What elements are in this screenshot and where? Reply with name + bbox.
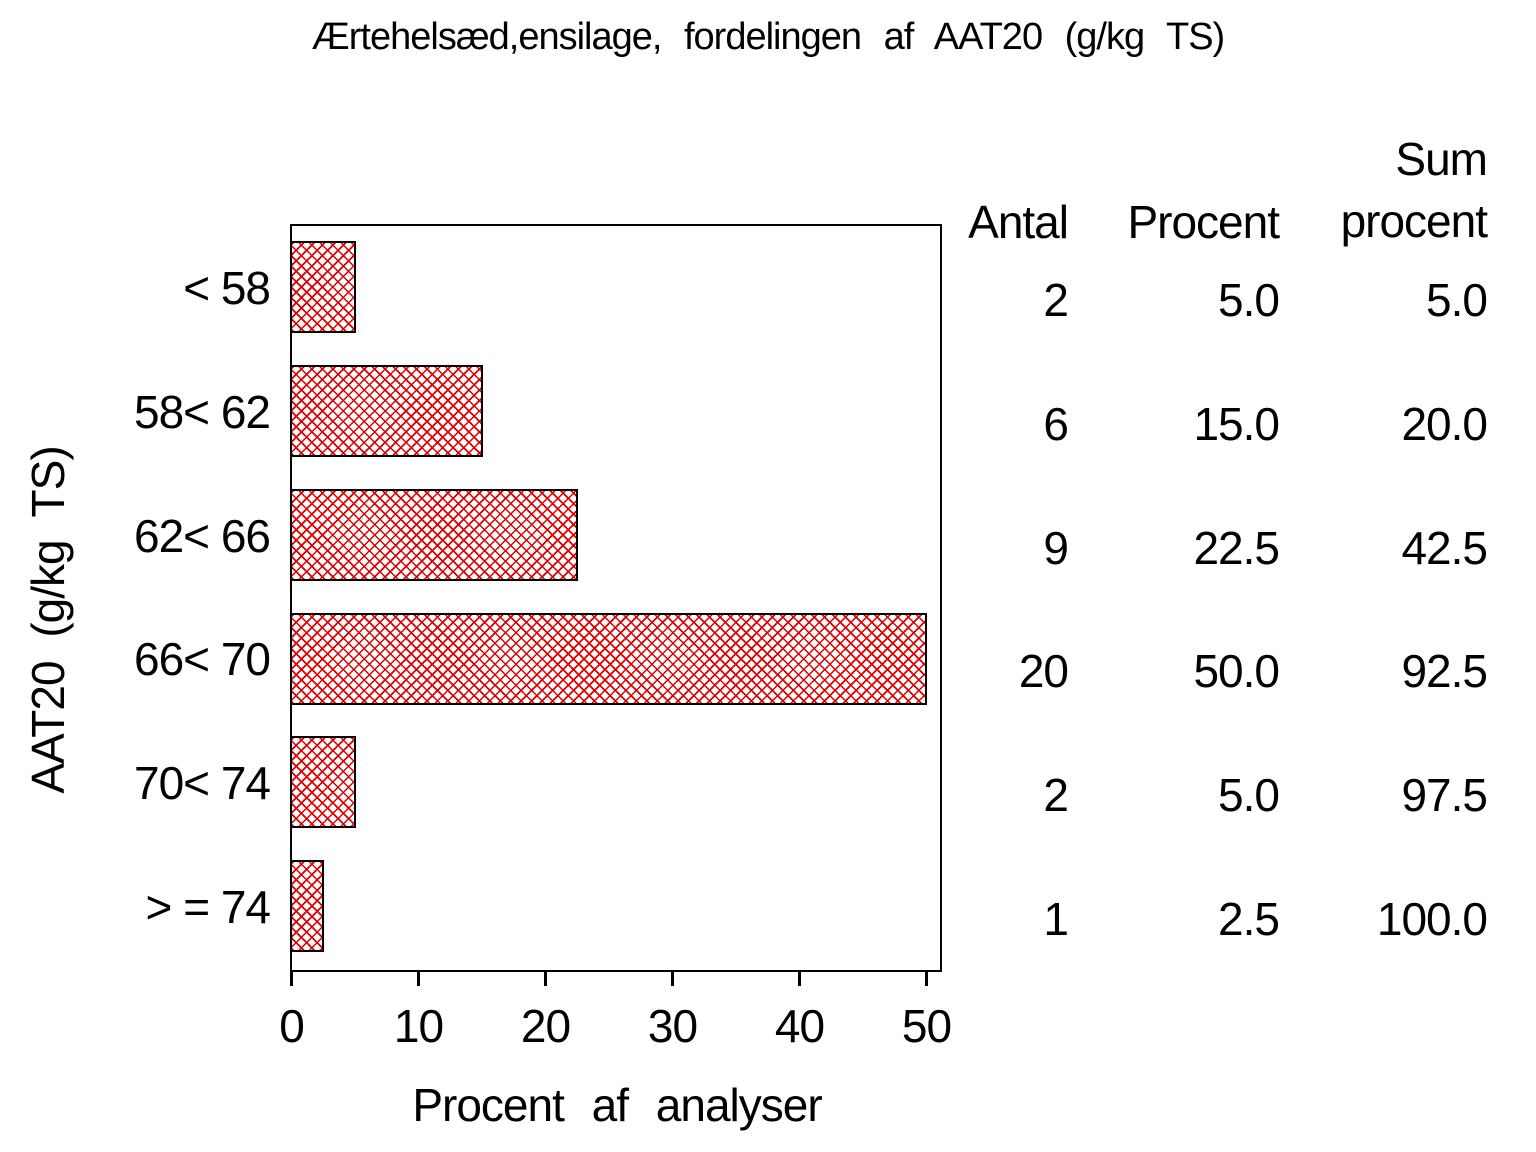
bar	[290, 489, 578, 581]
x-axis-tick	[417, 970, 420, 986]
bar	[290, 241, 356, 333]
category-label: 62< 66	[134, 509, 271, 562]
table-cell-antal: 9	[1043, 521, 1069, 574]
table-cell-sum-procent: 97.5	[1401, 769, 1488, 822]
table-cell-sum-procent: 20.0	[1401, 397, 1488, 450]
category-label: > = 74	[145, 881, 271, 934]
table-cell-procent: 5.0	[1218, 769, 1280, 822]
category-label: < 58	[183, 261, 271, 314]
y-axis-title: AAT20 (g/kg TS)	[22, 446, 74, 794]
category-label: 58< 62	[134, 385, 271, 438]
table-cell-antal: 1	[1043, 893, 1069, 946]
x-tick-label: 30	[647, 1000, 698, 1052]
table-cell-antal: 2	[1043, 769, 1069, 822]
table-cell-sum-procent: 100.0	[1376, 893, 1488, 946]
table-cell-antal: 6	[1043, 397, 1069, 450]
bar	[290, 736, 356, 828]
table-header-antal: Antal	[968, 196, 1069, 248]
table-cell-procent: 5.0	[1218, 273, 1280, 326]
x-tick-label: 10	[393, 1000, 444, 1052]
bar	[290, 860, 324, 952]
x-axis-tick	[925, 970, 928, 986]
bar	[290, 365, 483, 457]
x-tick-label: 40	[774, 1000, 825, 1052]
x-axis-tick	[290, 970, 293, 986]
table-cell-sum-procent: 92.5	[1401, 645, 1488, 698]
table-header-sum-line1: Sum	[1395, 133, 1488, 185]
x-axis-tick	[544, 970, 547, 986]
chart-title: Ærtehelsæd,ensilage, fordelingen af AAT2…	[311, 16, 1225, 58]
table-cell-sum-procent: 42.5	[1401, 521, 1488, 574]
category-label: 66< 70	[134, 633, 271, 686]
table-header-sum-line2: procent	[1340, 195, 1488, 247]
table-header-procent: Procent	[1127, 196, 1280, 248]
table-cell-procent: 15.0	[1193, 397, 1280, 450]
table-cell-procent: 22.5	[1193, 521, 1280, 574]
table-cell-antal: 20	[1018, 645, 1069, 698]
x-axis-tick	[798, 970, 801, 986]
table-cell-procent: 50.0	[1193, 645, 1280, 698]
table-cell-sum-procent: 5.0	[1426, 273, 1488, 326]
bar	[290, 613, 927, 705]
x-axis-title: Procent af analyser	[412, 1079, 822, 1131]
x-tick-label: 0	[279, 1000, 305, 1052]
plot-area	[290, 224, 942, 972]
x-axis-tick	[671, 970, 674, 986]
table-cell-antal: 2	[1043, 273, 1069, 326]
x-tick-label: 50	[901, 1000, 952, 1052]
category-label: 70< 74	[134, 757, 271, 810]
x-tick-label: 20	[520, 1000, 571, 1052]
table-cell-procent: 2.5	[1218, 893, 1280, 946]
